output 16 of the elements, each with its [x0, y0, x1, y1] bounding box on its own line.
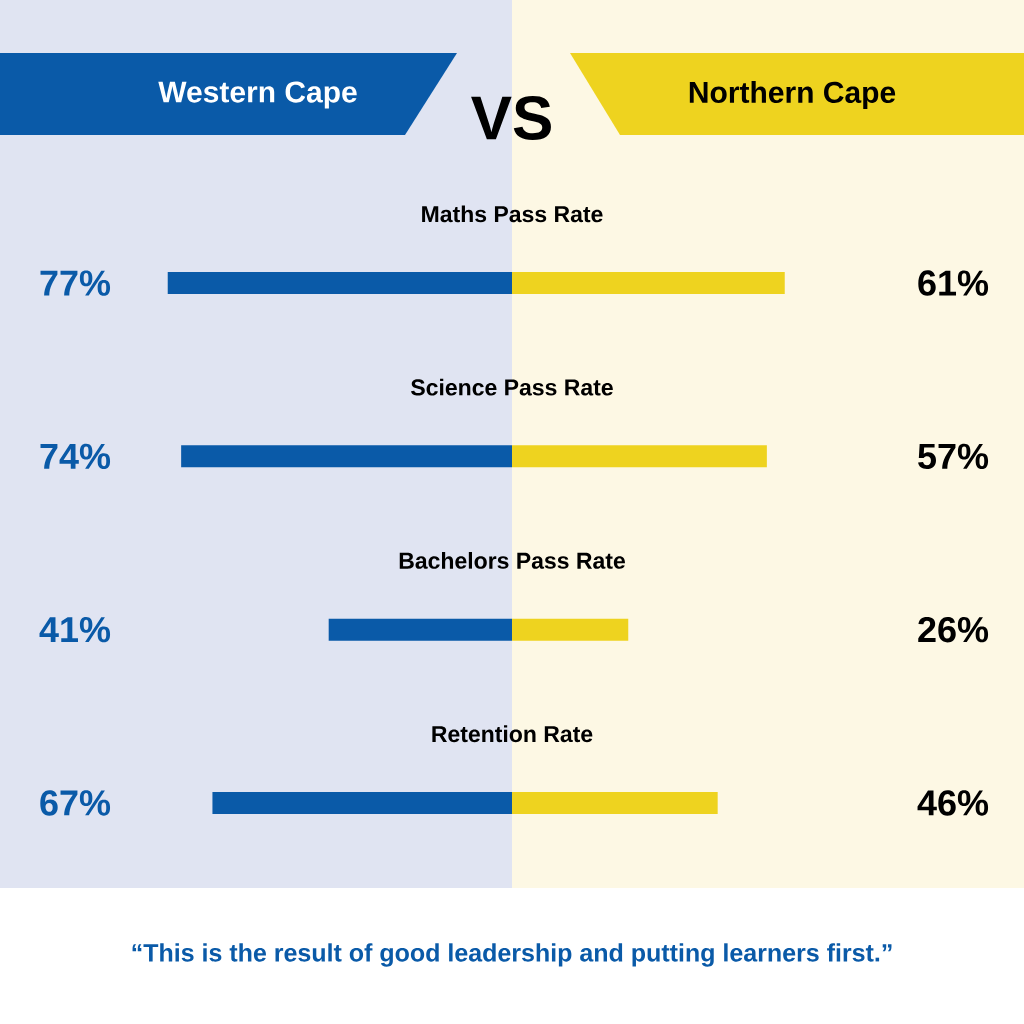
data-label: 61% [918, 270, 989, 296]
data-label: 46% [917, 790, 989, 816]
data-label: 74% [40, 443, 111, 470]
data-label: 77% [40, 270, 111, 296]
y-tick-label: Retention Rate [432, 725, 593, 743]
data-label: 67% [40, 790, 111, 816]
chart-title: VS [471, 96, 551, 140]
data-label: 57% [918, 443, 989, 470]
text: Northern Cape [689, 81, 896, 109]
text: Western Cape [158, 81, 357, 109]
y-tick-label: Bachelors Pass Rate [399, 551, 625, 569]
data-label: 26% [918, 616, 989, 643]
y-tick-label: Maths Pass Rate [422, 205, 603, 223]
text: “This is the result of good leadership and putting learners first.” [132, 943, 892, 967]
data-label: 41% [39, 616, 111, 643]
y-tick-label: Science Pass Rate [411, 378, 613, 396]
